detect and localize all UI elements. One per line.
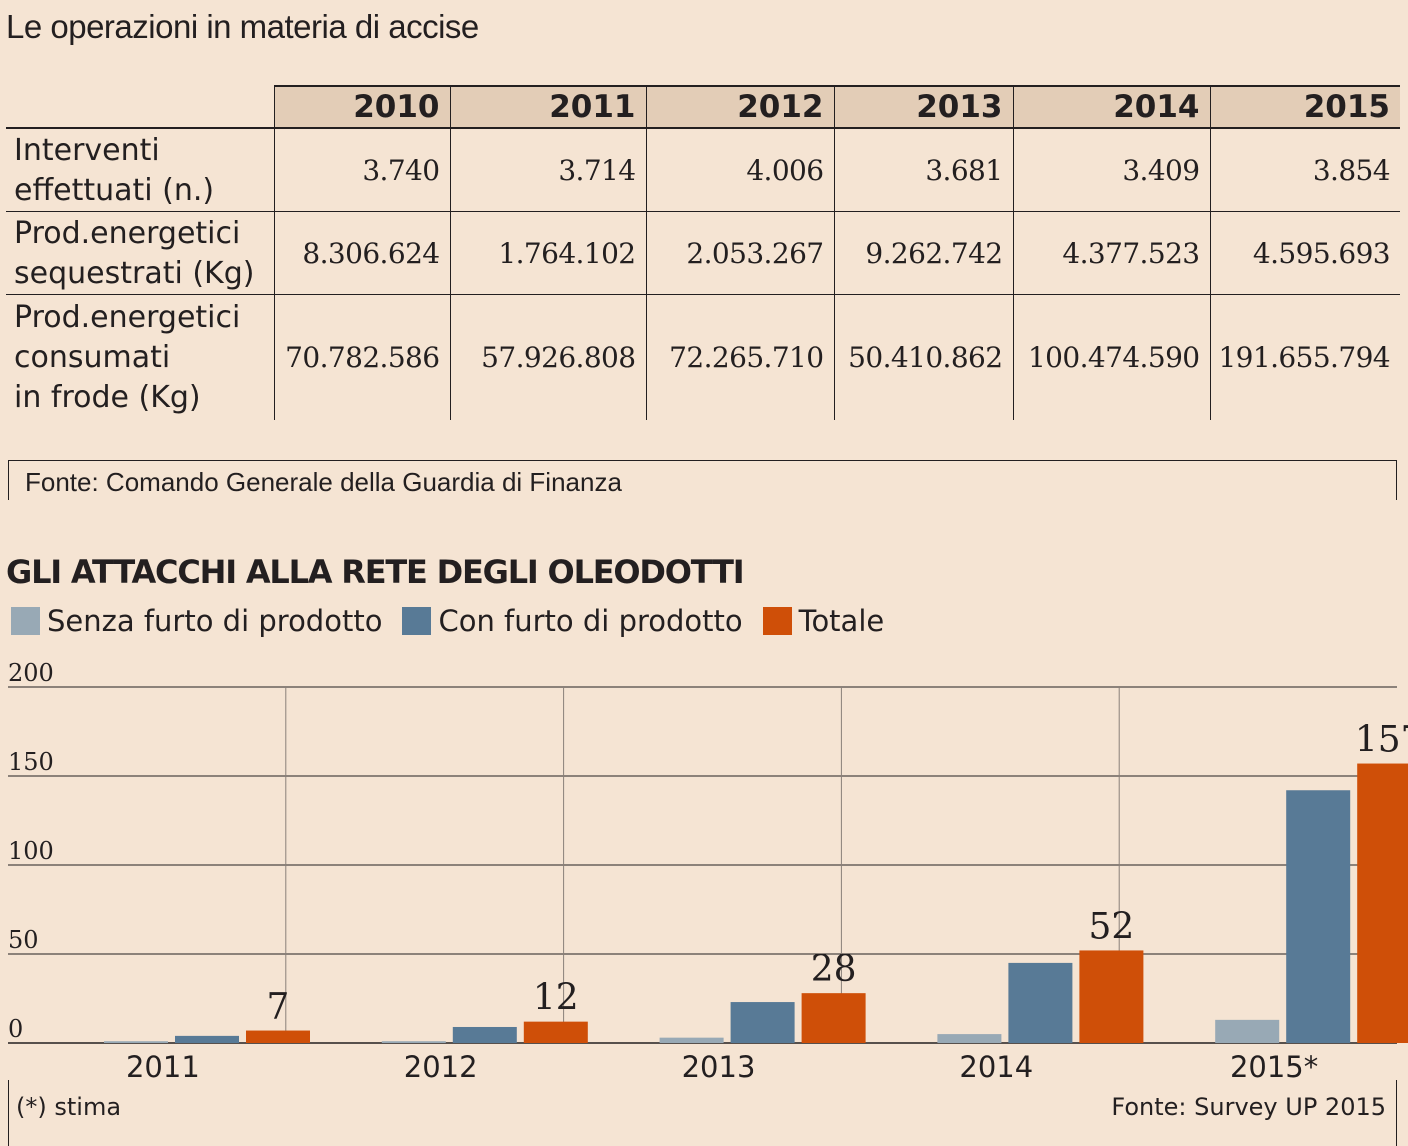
table-cell: 4.595.693 (1209, 211, 1400, 295)
table-cell: 4.377.523 (1012, 211, 1210, 295)
table-cell: 100.474.590 (1012, 294, 1210, 420)
table-row: Prod.energetici consumati in frode (Kg) … (6, 294, 1400, 420)
year-header: 2012 (645, 85, 834, 129)
bar-chart: 0 50 100 150 200 7 2011 12 2012 28 2013 52 2014 157 20… (8, 659, 1408, 1084)
legend-item-con-furto: Con furto di prodotto (402, 604, 743, 638)
legend-swatch (402, 607, 432, 635)
bar-senza-furto-di-prodotto (104, 1041, 168, 1043)
table-source: Fonte: Comando Generale della Guardia di… (25, 467, 622, 497)
legend-label: Con furto di prodotto (438, 604, 743, 638)
table-cell: 3.740 (273, 128, 450, 212)
table-cell: 1.764.102 (449, 211, 646, 295)
bar-con-furto-di-prodotto (1008, 962, 1073, 1043)
table-cell: 4.006 (645, 128, 834, 212)
year-header: 2010 (273, 85, 450, 129)
table-row: Interventi effettuati (n.) 3.740 3.714 4… (6, 128, 1400, 212)
bar-senza-furto-di-prodotto (1215, 1019, 1280, 1043)
table-cell: 8.306.624 (273, 211, 450, 295)
chart-legend: Senza furto di prodotto Con furto di pro… (11, 604, 904, 638)
chart-source: Fonte: Survey UP 2015 (1111, 1093, 1386, 1121)
table-cell: 3.681 (833, 128, 1013, 212)
table-cell: 3.854 (1209, 128, 1400, 212)
table-row: Prod.energetici sequestrati (Kg) 8.306.6… (6, 211, 1400, 295)
table-cell: 191.655.794 (1209, 294, 1400, 420)
bar-senza-furto-di-prodotto (937, 1034, 1002, 1043)
table-header-row: 2010 2011 2012 2013 2014 2015 (6, 85, 1400, 129)
bar-con-furto-di-prodotto (730, 1002, 795, 1043)
x-tick-label: 2014 (959, 1050, 1033, 1084)
table-cell: 3.409 (1012, 128, 1210, 212)
table-cell: 57.926.808 (449, 294, 646, 420)
table-header-blank (6, 86, 274, 129)
table-cell: 2.053.267 (645, 211, 834, 295)
x-tick-label: 2013 (682, 1050, 756, 1084)
table-cell: 72.265.710 (645, 294, 834, 420)
legend-item-totale: Totale (762, 604, 885, 638)
table-cell: 50.410.862 (833, 294, 1013, 420)
y-tick-label: 50 (8, 926, 39, 954)
excise-table: 2010 2011 2012 2013 2014 2015 Interventi… (6, 85, 1400, 420)
table-title: Le operazioni in materia di accise (6, 8, 479, 45)
bar-value-label: 157 (1355, 720, 1408, 761)
bar-totale (1079, 950, 1144, 1043)
legend-swatch (11, 607, 40, 635)
year-header: 2011 (449, 85, 646, 129)
legend-label: Senza furto di prodotto (47, 604, 383, 638)
bar-value-label: 28 (811, 949, 857, 990)
row-label: Prod.energetici consumati in frode (Kg) (14, 300, 241, 416)
year-header: 2014 (1012, 85, 1210, 129)
bar-value-label: 12 (533, 978, 579, 1019)
y-tick-label: 100 (8, 837, 54, 865)
row-label: Interventi effettuati (n.) (6, 128, 274, 212)
chart-title: GLI ATTACCHI ALLA RETE DEGLI OLEODOTTI (6, 553, 745, 591)
x-tick-label: 2012 (404, 1050, 478, 1084)
bar-totale (246, 1030, 310, 1043)
table-cell: 9.262.742 (833, 211, 1013, 295)
bar-value-label: 7 (267, 987, 290, 1028)
bar-con-furto-di-prodotto (1286, 790, 1351, 1043)
bar-senza-furto-di-prodotto (381, 1041, 446, 1043)
bar-senza-furto-di-prodotto (659, 1037, 724, 1043)
year-header: 2015 (1209, 85, 1400, 129)
row-label: Prod.energetici sequestrati (Kg) (6, 211, 274, 295)
chart-footnote: (*) stima (16, 1093, 122, 1121)
table-cell: 70.782.586 (273, 294, 450, 420)
x-tick-label: 2011 (126, 1050, 200, 1084)
table-source-box: Fonte: Comando Generale della Guardia di… (8, 460, 1397, 500)
year-header: 2013 (833, 85, 1013, 129)
legend-label: Totale (798, 604, 885, 638)
bar-totale (801, 993, 866, 1043)
table-cell: 3.714 (449, 128, 646, 212)
bar-totale (523, 1021, 588, 1043)
bar-con-furto-di-prodotto (175, 1035, 239, 1043)
bar-totale (1357, 763, 1408, 1043)
chart-footer-box (8, 1080, 1397, 1146)
bar-value-label: 52 (1088, 906, 1134, 947)
legend-item-senza-furto: Senza furto di prodotto (11, 604, 382, 638)
legend-swatch (762, 607, 792, 635)
y-tick-label: 200 (8, 659, 54, 687)
x-tick-label: 2015* (1230, 1050, 1318, 1084)
y-tick-label: 150 (8, 748, 54, 776)
bar-con-furto-di-prodotto (452, 1026, 517, 1043)
y-tick-label: 0 (8, 1015, 23, 1043)
